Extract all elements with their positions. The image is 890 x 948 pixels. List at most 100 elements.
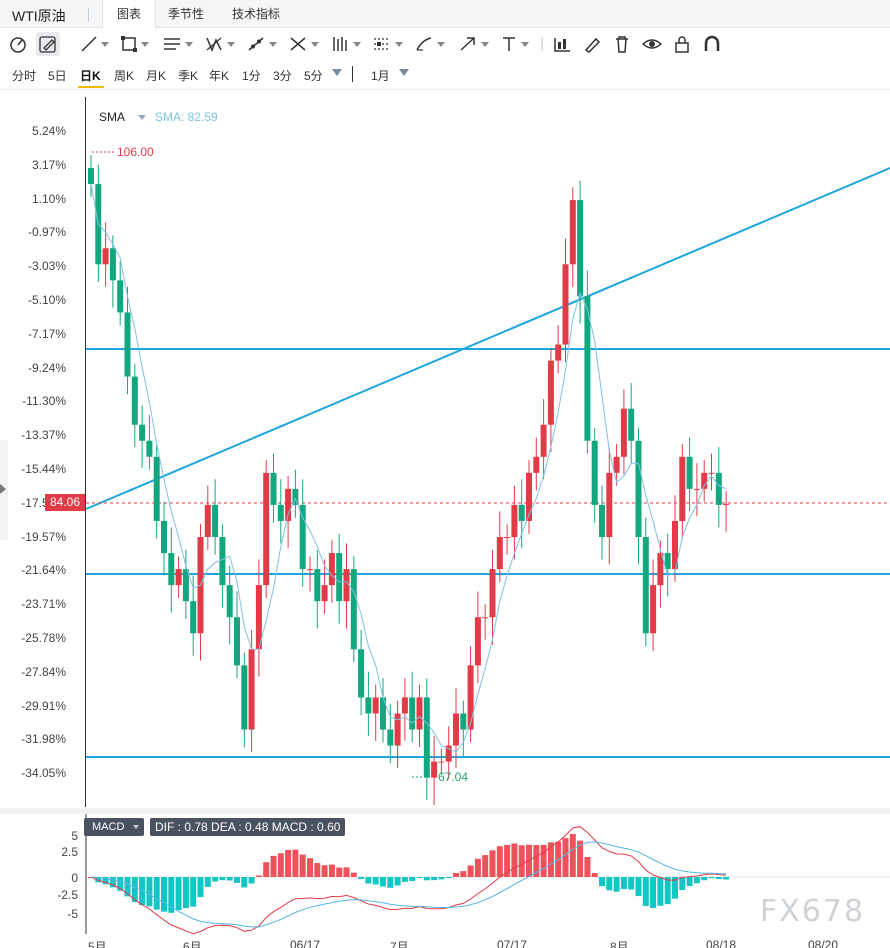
candle-body — [168, 553, 175, 586]
candle-body — [270, 472, 277, 505]
sma-caret-icon[interactable] — [138, 115, 146, 120]
tf-quarterly[interactable]: 季K — [178, 69, 199, 83]
macd-bar — [307, 858, 313, 877]
macd-y-tick-label: 2.5 — [61, 845, 78, 859]
active-tf-underline — [78, 86, 104, 88]
macd-bar — [321, 865, 328, 877]
macd-bar — [234, 877, 240, 883]
tab-chart[interactable]: 图表 — [102, 0, 157, 28]
candle-body — [474, 617, 481, 666]
candle-body — [117, 280, 124, 313]
projection-icon[interactable] — [372, 32, 403, 56]
y-tick-label: -11.30% — [22, 394, 66, 409]
candle-body — [263, 472, 270, 586]
macd-bar — [124, 877, 131, 897]
candle-body — [613, 456, 620, 473]
candle-body — [343, 569, 350, 602]
text-icon[interactable] — [500, 32, 529, 56]
macd-bar — [540, 844, 547, 877]
macd-bar — [467, 865, 474, 877]
edit-icon[interactable] — [582, 32, 602, 56]
candle-body — [467, 665, 474, 730]
macd-bar — [708, 877, 715, 879]
candle-body — [547, 360, 554, 425]
candle-body — [292, 488, 299, 505]
x-tick-label: 08/20 — [808, 938, 839, 948]
sma-label[interactable]: SMA — [99, 110, 126, 124]
y-tick-label: -34.05% — [21, 766, 66, 781]
macd-bar — [715, 877, 722, 880]
macd-bar — [504, 844, 511, 877]
pitchfork-icon[interactable] — [330, 32, 361, 56]
macd-divider[interactable] — [0, 808, 890, 814]
tf-intraday[interactable]: 分时 — [12, 69, 37, 83]
tf-yearly[interactable]: 年K — [209, 69, 230, 83]
candle-body — [204, 504, 211, 538]
candle-body — [365, 697, 372, 714]
tab-indicators[interactable]: 技术指标 — [232, 7, 281, 21]
candle-body — [146, 440, 153, 457]
macd-bar — [299, 854, 306, 877]
tf-5min[interactable]: 5分 — [304, 69, 323, 83]
macd-bar — [526, 844, 532, 877]
macd-bar — [328, 864, 335, 877]
candle-body — [679, 456, 686, 521]
pattern-icon[interactable] — [204, 32, 235, 56]
y-tick-label: 1.10% — [31, 191, 66, 206]
macd-bar — [642, 877, 649, 907]
bars-icon[interactable] — [552, 32, 572, 56]
low-price-label: 67.04 — [438, 770, 469, 784]
candle-body — [380, 697, 386, 730]
arrow-icon[interactable] — [458, 32, 489, 56]
pencil-icon[interactable] — [36, 32, 60, 56]
y-tick-label: -9.24% — [27, 360, 66, 375]
candle-body — [277, 504, 284, 521]
candle-body — [460, 713, 467, 730]
brush-icon[interactable] — [414, 32, 445, 56]
parallel-channel-icon[interactable] — [162, 32, 193, 56]
tf-more-caret-icon[interactable] — [332, 69, 342, 76]
candle-body — [394, 713, 401, 746]
crosshair-icon[interactable] — [8, 32, 28, 56]
lock-icon[interactable] — [672, 32, 692, 56]
header-divider — [88, 8, 89, 22]
tab-seasonality[interactable]: 季节性 — [168, 7, 205, 21]
tf-5day[interactable]: 5日 — [48, 69, 67, 83]
candle-body — [190, 601, 197, 634]
trendline-icon[interactable] — [80, 32, 109, 56]
macd-selector[interactable]: MACD — [84, 818, 144, 836]
candle-body — [131, 376, 138, 425]
macd-bar — [701, 877, 708, 881]
high-price-label: 106.00 — [117, 145, 154, 159]
y-tick-label: 3.17% — [31, 157, 66, 172]
macd-bar — [496, 846, 503, 877]
candle-body — [526, 472, 532, 521]
macd-bar — [489, 850, 496, 877]
expand-arrow-icon[interactable] — [0, 484, 6, 494]
eye-icon[interactable] — [642, 32, 662, 56]
tf-3min[interactable]: 3分 — [273, 69, 292, 83]
candle-body — [708, 472, 715, 474]
tf-weekly[interactable]: 周K — [114, 69, 135, 83]
x-tick-label: 7月 — [390, 940, 409, 948]
period-select[interactable]: 1月 — [371, 69, 390, 83]
candle-body — [650, 585, 657, 634]
candle-body — [102, 248, 109, 265]
macd-bar — [277, 853, 284, 877]
macd-bar — [482, 855, 489, 877]
macd-bar — [131, 877, 138, 902]
x-tick-label: 07/17 — [497, 938, 528, 948]
candle-body — [664, 553, 671, 570]
candle-body — [496, 537, 503, 570]
period-caret-icon[interactable] — [399, 69, 409, 76]
tf-monthly[interactable]: 月K — [146, 69, 167, 83]
trash-icon[interactable] — [612, 32, 632, 56]
rectangle-icon[interactable] — [120, 32, 149, 56]
fib-icon[interactable] — [288, 32, 319, 56]
candle-body — [358, 649, 365, 698]
tf-daily[interactable]: 日K — [80, 69, 101, 83]
magnet-icon[interactable] — [702, 32, 722, 56]
ray-icon[interactable] — [246, 32, 277, 56]
tf-1min[interactable]: 1分 — [242, 69, 261, 83]
